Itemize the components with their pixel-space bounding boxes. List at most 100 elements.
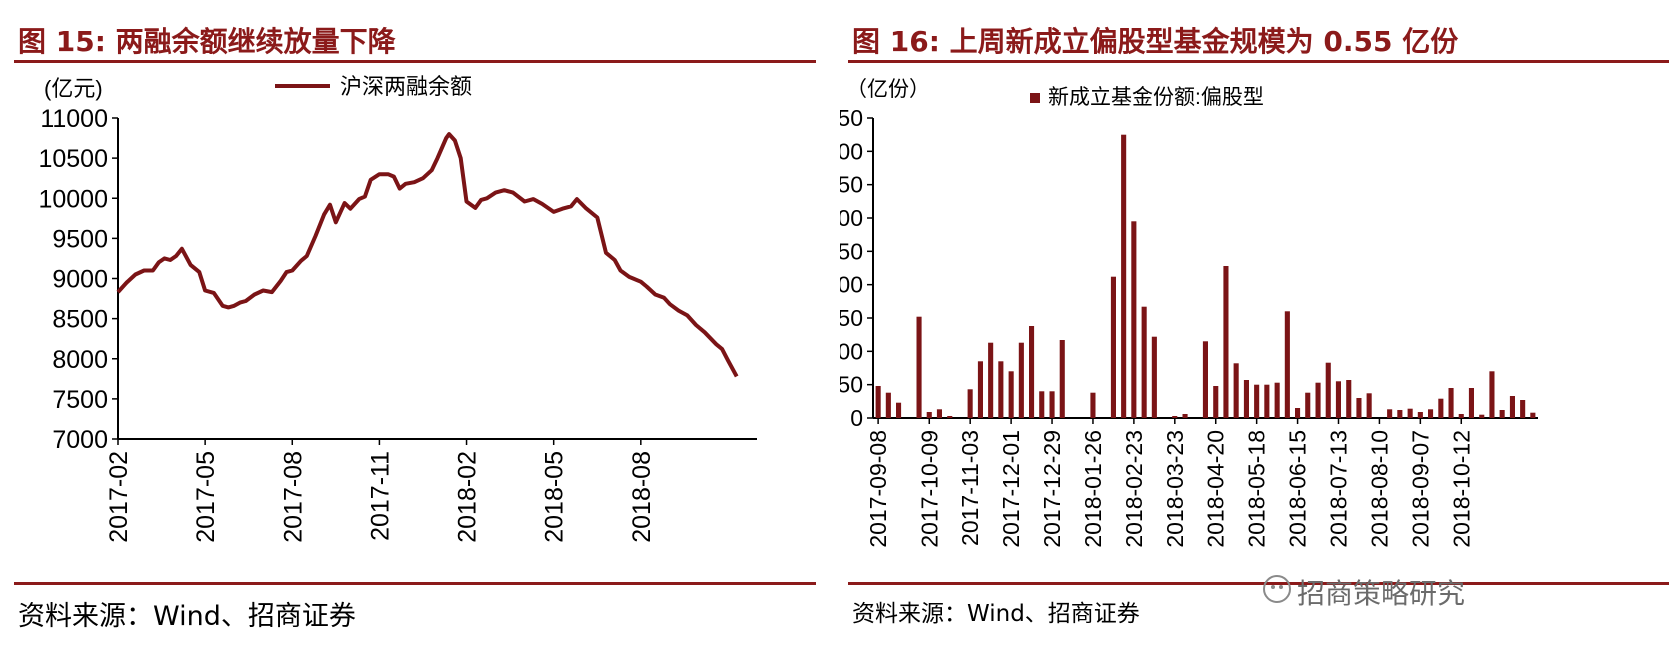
y-tick-label: 10000 — [38, 185, 108, 213]
figure-15-title: 图 15: 两融余额继续放量下降 — [18, 25, 396, 58]
fund-shares-bar — [1438, 398, 1444, 418]
fund-shares-bar — [1346, 380, 1352, 418]
fund-shares-bar — [1029, 326, 1035, 418]
y-tick-label: 11000 — [40, 105, 108, 133]
figure-16-title: 图 16: 上周新成立偏股型基金规模为 0.55 亿份 — [852, 25, 1459, 58]
x-tick-label: 2017-11 — [366, 451, 394, 541]
x-tick-label: 2018-10-12 — [1448, 430, 1474, 548]
fund-shares-bar — [1121, 134, 1127, 418]
figure-15-panel: 图 15: 两融余额继续放量下降 (亿元) 沪深两融余额 7000 7500 8000 8… — [0, 0, 816, 668]
fund-shares-bar — [1356, 398, 1362, 418]
y-tick-label: 350 — [840, 172, 863, 198]
fund-shares-bar — [875, 386, 881, 418]
fund-shares-bar — [1295, 408, 1301, 418]
fund-shares-bar — [1223, 266, 1229, 418]
fund-shares-bar — [1090, 392, 1096, 418]
fund-shares-bar — [1499, 410, 1505, 418]
new-fund-shares-bar-chart: （亿份） 新成立基金份额:偏股型 0 50 100 150 200 250 300 350 400 4… — [840, 78, 1538, 548]
fund-shares-bar — [1305, 392, 1311, 418]
fund-shares-bar — [1458, 414, 1464, 418]
fund-shares-bar — [936, 409, 942, 418]
y-axis-unit-label: (亿元) — [44, 76, 103, 101]
x-tick-label: 2018-08 — [628, 451, 656, 543]
fund-shares-bar — [967, 389, 973, 418]
y-tick-label: 0 — [850, 405, 863, 431]
fund-shares-bar — [1530, 412, 1536, 418]
y-tick-label: 8000 — [52, 346, 108, 374]
fund-shares-bar — [1141, 306, 1147, 418]
title-rule — [848, 60, 1669, 63]
margin-balance-line-chart: (亿元) 沪深两融余额 7000 7500 8000 8500 9000 9500 10000 1… — [38, 74, 757, 543]
fund-shares-bar — [1397, 410, 1403, 418]
fund-shares-bar — [896, 402, 902, 418]
y-tick-label: 7500 — [52, 386, 108, 414]
fund-shares-bar — [1387, 409, 1393, 418]
y-tick-label: 100 — [840, 338, 863, 364]
fund-shares-bar — [1264, 384, 1270, 418]
fund-shares-bar — [1039, 391, 1045, 418]
margin-balance-series-line — [116, 132, 739, 378]
y-tick-label: 10500 — [38, 145, 108, 173]
y-tick-label: 300 — [840, 205, 863, 231]
figure-16-panel: 图 16: 上周新成立偏股型基金规模为 0.55 亿份 （亿份） 新成立基金份额:… — [840, 0, 1669, 668]
legend-swatch — [1030, 93, 1040, 103]
fund-shares-bar — [998, 361, 1004, 418]
fund-shares-bar — [1172, 416, 1178, 418]
fund-shares-bar — [1315, 382, 1321, 418]
x-tick-label: 2017-10-09 — [916, 430, 942, 548]
fund-shares-bar — [1366, 393, 1372, 418]
source-rule — [848, 582, 1669, 585]
fund-shares-bar — [1110, 276, 1116, 418]
watermark-text: 招商策略研究 — [1297, 577, 1466, 610]
fund-shares-bar — [1151, 336, 1157, 418]
fund-shares-bar — [1182, 414, 1188, 418]
x-tick-label: 2017-12-29 — [1039, 430, 1065, 548]
source-rule — [14, 582, 816, 585]
fund-shares-bar — [916, 316, 922, 418]
fund-shares-bar — [1417, 412, 1423, 418]
y-tick-label: 200 — [840, 272, 863, 298]
fund-shares-bar — [1213, 386, 1219, 418]
x-tick-label: 2017-11-03 — [957, 430, 983, 546]
x-tick-label: 2018-03-23 — [1162, 430, 1188, 548]
x-tick-label: 2018-01-26 — [1080, 430, 1106, 548]
x-tick-label: 2017-09-08 — [865, 430, 891, 548]
fund-shares-bar — [1059, 340, 1065, 418]
wechat-icon — [1263, 575, 1291, 603]
fund-shares-bar — [977, 361, 983, 418]
x-tick-label: 2018-09-07 — [1407, 430, 1433, 548]
fund-shares-bar — [885, 392, 891, 418]
y-tick-label: 9500 — [52, 225, 108, 253]
fund-shares-bar — [1489, 371, 1495, 418]
y-tick-label: 9000 — [52, 266, 108, 294]
y-tick-label: 8500 — [52, 306, 108, 334]
y-tick-label: 250 — [840, 238, 863, 264]
x-tick-label: 2018-05-18 — [1244, 430, 1270, 548]
fund-shares-bar — [1509, 396, 1515, 418]
fund-shares-bar — [1468, 388, 1474, 418]
fund-shares-bar — [1018, 342, 1024, 418]
fund-shares-bar — [1233, 363, 1239, 418]
fund-shares-bar — [1520, 400, 1526, 418]
y-tick-label: 50 — [840, 372, 863, 398]
figure-16-source: 资料来源：Wind、招商证券 — [852, 601, 1140, 627]
x-tick-label: 2017-02 — [105, 451, 133, 543]
y-tick-label: 150 — [840, 305, 863, 331]
fund-shares-bar — [947, 416, 953, 418]
x-tick-label: 2018-08-10 — [1366, 430, 1392, 548]
fund-shares-bar — [1131, 221, 1137, 418]
fund-shares-bar — [1202, 341, 1208, 418]
fund-shares-bar — [1049, 391, 1055, 418]
fund-shares-bar — [1448, 388, 1454, 418]
title-rule — [14, 60, 816, 63]
x-tick-label: 2018-02 — [454, 451, 482, 543]
fund-shares-bar — [1284, 311, 1290, 418]
x-tick-label: 2017-08 — [279, 451, 307, 543]
fund-shares-bar — [1008, 371, 1014, 418]
x-tick-label: 2018-07-13 — [1326, 430, 1352, 548]
x-tick-label: 2018-05 — [541, 451, 569, 543]
fund-shares-bar — [1407, 408, 1413, 418]
fund-shares-bar — [926, 412, 932, 418]
x-tick-label: 2018-02-23 — [1121, 430, 1147, 548]
fund-shares-bar — [988, 342, 994, 418]
